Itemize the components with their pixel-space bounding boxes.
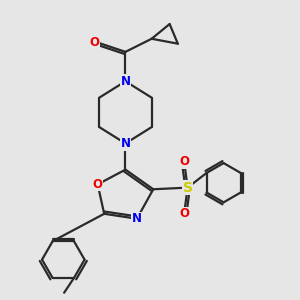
Text: O: O — [89, 35, 99, 49]
Text: O: O — [179, 207, 189, 220]
Text: N: N — [121, 137, 130, 150]
Text: S: S — [183, 181, 193, 195]
Text: N: N — [132, 212, 142, 225]
Text: N: N — [121, 75, 130, 88]
Text: O: O — [179, 155, 189, 168]
Text: O: O — [93, 178, 103, 191]
